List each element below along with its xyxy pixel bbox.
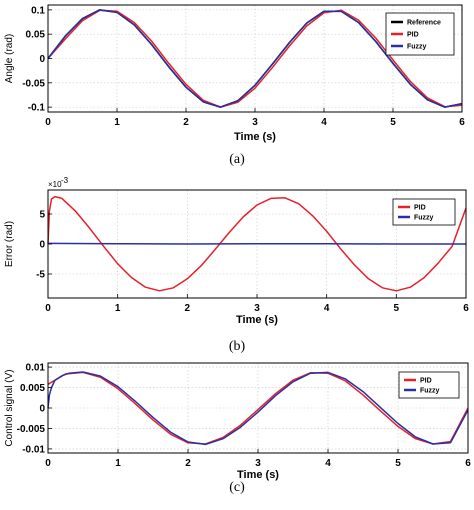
x-tick-label: 4 bbox=[324, 303, 330, 314]
legend: PID Fuzzy bbox=[398, 371, 460, 399]
x-tick-label: 2 bbox=[185, 303, 191, 314]
y-tick-label: -0.1 bbox=[28, 103, 46, 114]
y-tick-label: 0.005 bbox=[20, 383, 45, 394]
legend-box bbox=[398, 371, 460, 399]
x-tick-label: 1 bbox=[115, 458, 121, 469]
x-axis-label: Time (s) bbox=[234, 131, 276, 143]
x-axis-label: Time (s) bbox=[236, 314, 278, 326]
x-tick-label: 3 bbox=[254, 303, 260, 314]
figure-caption: (b) bbox=[229, 339, 246, 354]
x-tick-label: 0 bbox=[45, 117, 51, 128]
x-tick-label: 2 bbox=[185, 458, 191, 469]
x-tick-label: 1 bbox=[115, 303, 121, 314]
x-tick-label: 5 bbox=[395, 458, 401, 469]
y-tick-label: 0 bbox=[39, 404, 45, 415]
y-tick-label: -0.05 bbox=[22, 78, 45, 89]
x-tick-label: 5 bbox=[394, 303, 400, 314]
x-tick-label: 6 bbox=[465, 458, 471, 469]
y-axis-label: Control signal (V) bbox=[4, 369, 15, 446]
y-axis-label: Error (rad) bbox=[4, 221, 15, 267]
series-line-fuzzy bbox=[47, 9, 463, 108]
x-tick-label: 0 bbox=[45, 303, 51, 314]
y-multiplier-exponent: -3 bbox=[61, 176, 69, 185]
y-tick-label: -0.01 bbox=[22, 444, 45, 455]
x-tick-label: 3 bbox=[252, 117, 258, 128]
chart-panel-1: 0 1 2 3 4 5 6 -5 0 5 ×10 -3 Time (s) Error (rad) PID Fu… bbox=[4, 176, 469, 354]
series-line-fuzzy bbox=[47, 242, 466, 245]
series-line-pid bbox=[47, 195, 467, 292]
series-line-pid bbox=[47, 371, 469, 445]
y-tick-label: 0 bbox=[39, 240, 45, 251]
legend-box bbox=[392, 198, 456, 226]
y-tick-label: 5 bbox=[39, 210, 45, 221]
legend-label-fuzzy: Fuzzy bbox=[407, 44, 427, 51]
y-tick-label: 0.1 bbox=[31, 5, 45, 16]
legend: PID Fuzzy bbox=[392, 198, 456, 226]
x-tick-label: 1 bbox=[114, 117, 120, 128]
x-tick-label: 3 bbox=[255, 458, 261, 469]
figure-caption: (c) bbox=[229, 480, 245, 495]
chart-panel-2: 0 1 2 3 4 5 6 -0.01 -0.005 0 0.005 0.01 Time (s) Cont… bbox=[4, 362, 471, 495]
y-tick-label: -0.005 bbox=[17, 424, 46, 435]
figure-caption: (a) bbox=[229, 152, 245, 167]
legend-label-pid: PID bbox=[420, 378, 432, 385]
x-tick-label: 6 bbox=[463, 303, 469, 314]
series-line-pid bbox=[47, 9, 463, 108]
x-tick-label: 5 bbox=[390, 117, 396, 128]
legend-label-pid: PID bbox=[407, 32, 419, 39]
y-multiplier: ×10 bbox=[48, 180, 62, 189]
x-tick-label: 4 bbox=[325, 458, 331, 469]
y-axis-label: Angle (rad) bbox=[4, 34, 15, 83]
legend-label-fuzzy: Fuzzy bbox=[420, 388, 440, 395]
legend-label-reference: Reference bbox=[407, 20, 441, 27]
x-axis-label: Time (s) bbox=[237, 469, 279, 481]
legend-label-fuzzy: Fuzzy bbox=[414, 215, 434, 222]
y-tick-label: -5 bbox=[36, 270, 45, 281]
series-line-fuzzy bbox=[47, 371, 469, 446]
x-tick-label: 6 bbox=[459, 117, 465, 128]
x-tick-label: 4 bbox=[321, 117, 327, 128]
x-tick-label: 2 bbox=[183, 117, 189, 128]
chart-panel-0: 0 1 2 3 4 5 6 -0.1 -0.05 0 0.05 0.1 Time (s) Angle (r… bbox=[4, 4, 465, 167]
y-tick-label: 0.05 bbox=[26, 30, 46, 41]
legend: Reference PID Fuzzy bbox=[385, 12, 455, 56]
y-tick-label: 0.01 bbox=[26, 363, 46, 374]
y-tick-label: 0 bbox=[39, 54, 45, 65]
legend-label-pid: PID bbox=[414, 205, 426, 212]
x-tick-label: 0 bbox=[45, 458, 51, 469]
